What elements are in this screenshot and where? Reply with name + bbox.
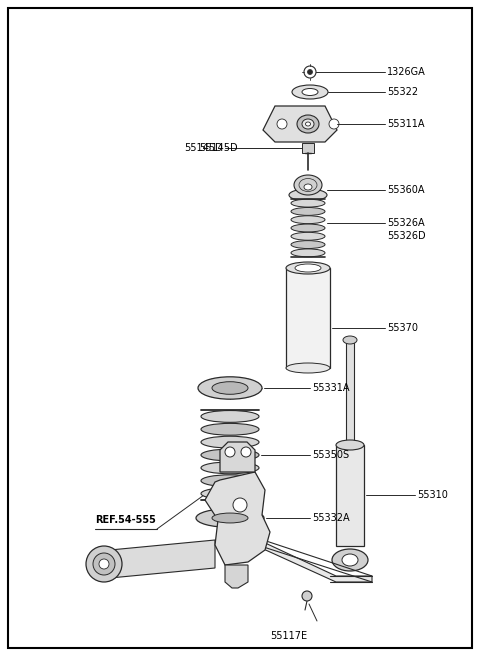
Ellipse shape bbox=[201, 487, 259, 499]
Ellipse shape bbox=[201, 411, 259, 422]
Polygon shape bbox=[220, 442, 255, 472]
Ellipse shape bbox=[201, 475, 259, 487]
Ellipse shape bbox=[294, 175, 322, 195]
Ellipse shape bbox=[291, 232, 325, 240]
Ellipse shape bbox=[289, 189, 327, 201]
Ellipse shape bbox=[302, 119, 314, 129]
Text: 55350S: 55350S bbox=[312, 450, 349, 460]
Circle shape bbox=[225, 447, 235, 457]
Text: 55311A: 55311A bbox=[387, 119, 424, 129]
Ellipse shape bbox=[201, 423, 259, 435]
Ellipse shape bbox=[336, 440, 364, 450]
Ellipse shape bbox=[212, 513, 248, 523]
Ellipse shape bbox=[342, 554, 358, 566]
Ellipse shape bbox=[304, 184, 312, 190]
Ellipse shape bbox=[291, 216, 325, 224]
Bar bbox=[286, 268, 330, 368]
Text: 55145D: 55145D bbox=[199, 143, 238, 153]
Text: REF.54-555: REF.54-555 bbox=[95, 515, 156, 525]
Ellipse shape bbox=[286, 262, 330, 274]
Text: 55332A: 55332A bbox=[312, 513, 349, 523]
Ellipse shape bbox=[291, 207, 325, 215]
Text: 55310: 55310 bbox=[417, 490, 448, 500]
Bar bbox=[302, 143, 314, 153]
Circle shape bbox=[99, 559, 109, 569]
Text: 55360A: 55360A bbox=[387, 185, 424, 195]
Bar bbox=[336, 445, 364, 546]
Text: 55322: 55322 bbox=[387, 87, 418, 97]
Ellipse shape bbox=[212, 382, 248, 394]
Polygon shape bbox=[248, 535, 372, 582]
Ellipse shape bbox=[198, 377, 262, 400]
Ellipse shape bbox=[295, 264, 321, 272]
Circle shape bbox=[308, 70, 312, 75]
Text: 55145D: 55145D bbox=[184, 143, 223, 153]
Ellipse shape bbox=[196, 508, 264, 527]
Ellipse shape bbox=[291, 224, 325, 232]
Polygon shape bbox=[263, 106, 337, 142]
Polygon shape bbox=[100, 540, 215, 578]
Polygon shape bbox=[205, 472, 270, 565]
Circle shape bbox=[233, 498, 247, 512]
Ellipse shape bbox=[291, 199, 325, 207]
Ellipse shape bbox=[201, 449, 259, 461]
Ellipse shape bbox=[291, 249, 325, 256]
Circle shape bbox=[329, 119, 339, 129]
Text: 55326D: 55326D bbox=[387, 231, 426, 241]
Ellipse shape bbox=[291, 241, 325, 249]
Ellipse shape bbox=[286, 363, 330, 373]
Ellipse shape bbox=[297, 115, 319, 133]
Text: 55117E: 55117E bbox=[270, 631, 308, 641]
Ellipse shape bbox=[201, 436, 259, 448]
Polygon shape bbox=[225, 565, 248, 588]
Circle shape bbox=[86, 546, 122, 582]
Text: 1326GA: 1326GA bbox=[387, 67, 426, 77]
Circle shape bbox=[304, 66, 316, 78]
Circle shape bbox=[277, 119, 287, 129]
Ellipse shape bbox=[292, 85, 328, 99]
Text: 55326A: 55326A bbox=[387, 218, 425, 228]
Text: 55370: 55370 bbox=[387, 323, 418, 333]
Bar bbox=[346, 340, 354, 450]
Ellipse shape bbox=[302, 89, 318, 96]
Circle shape bbox=[241, 447, 251, 457]
Ellipse shape bbox=[332, 549, 368, 571]
Ellipse shape bbox=[343, 336, 357, 344]
Ellipse shape bbox=[201, 462, 259, 474]
Text: 55331A: 55331A bbox=[312, 383, 349, 393]
Ellipse shape bbox=[305, 122, 311, 126]
Circle shape bbox=[93, 553, 115, 575]
Circle shape bbox=[302, 591, 312, 601]
